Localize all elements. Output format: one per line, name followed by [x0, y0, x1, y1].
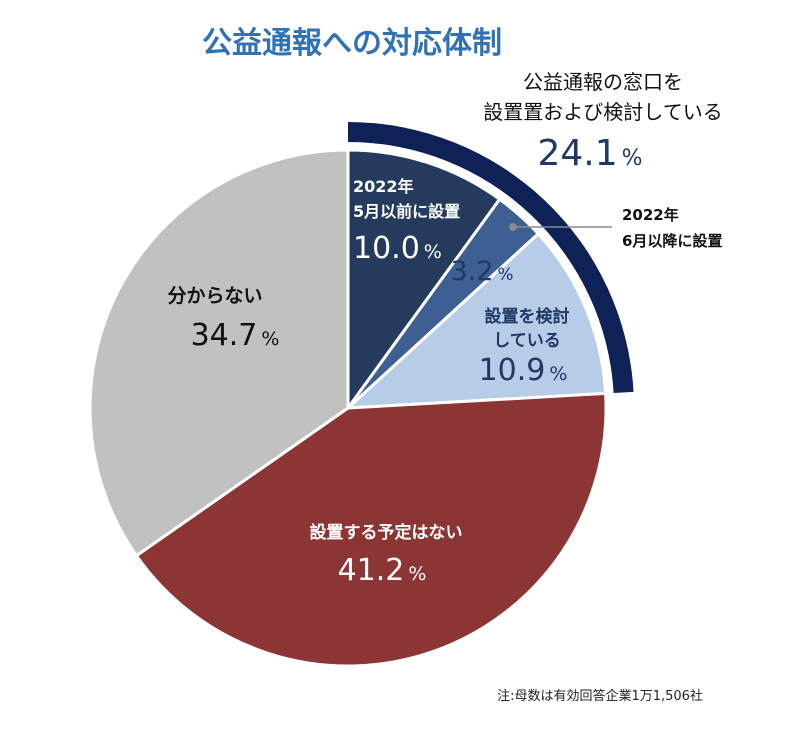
slice-value-3: 41.2%	[338, 553, 427, 588]
slice-label-2: している	[493, 331, 561, 351]
slice-label-2: 設置を検討	[485, 306, 570, 327]
group-annotation-label: 設置置および検討している	[483, 100, 722, 124]
group-annotation-value: 24.1%	[537, 133, 642, 174]
slice-label-0: 5月以前に設置	[353, 202, 460, 221]
pie-slice-4	[88, 148, 350, 558]
slice-value-2: 10.9%	[479, 353, 568, 388]
pie-slice-3	[134, 391, 608, 668]
slice-value-1: 3.2%	[450, 256, 513, 287]
chart-title: 公益通報への対応体制	[202, 26, 502, 61]
slice-label-1: 2022年	[622, 206, 679, 224]
slice-label-4: 分からない	[167, 285, 262, 307]
group-annotation-label: 公益通報の窓口を	[523, 70, 683, 94]
pie-slice-2	[343, 231, 608, 410]
slice-value-4: 34.7%	[191, 318, 280, 353]
slice-label-1: 6月以降に設置	[622, 232, 722, 250]
group-annotation-arc	[348, 122, 634, 393]
slice-label-3: 設置する予定はない	[310, 522, 463, 543]
callout-dot	[509, 223, 517, 231]
slice-label-0: 2022年	[353, 177, 414, 196]
footnote: 注:母数は有効回答企業1万1,506社	[497, 688, 703, 704]
slice-value-0: 10.0%	[353, 231, 442, 266]
pie-slice-0	[346, 148, 502, 413]
